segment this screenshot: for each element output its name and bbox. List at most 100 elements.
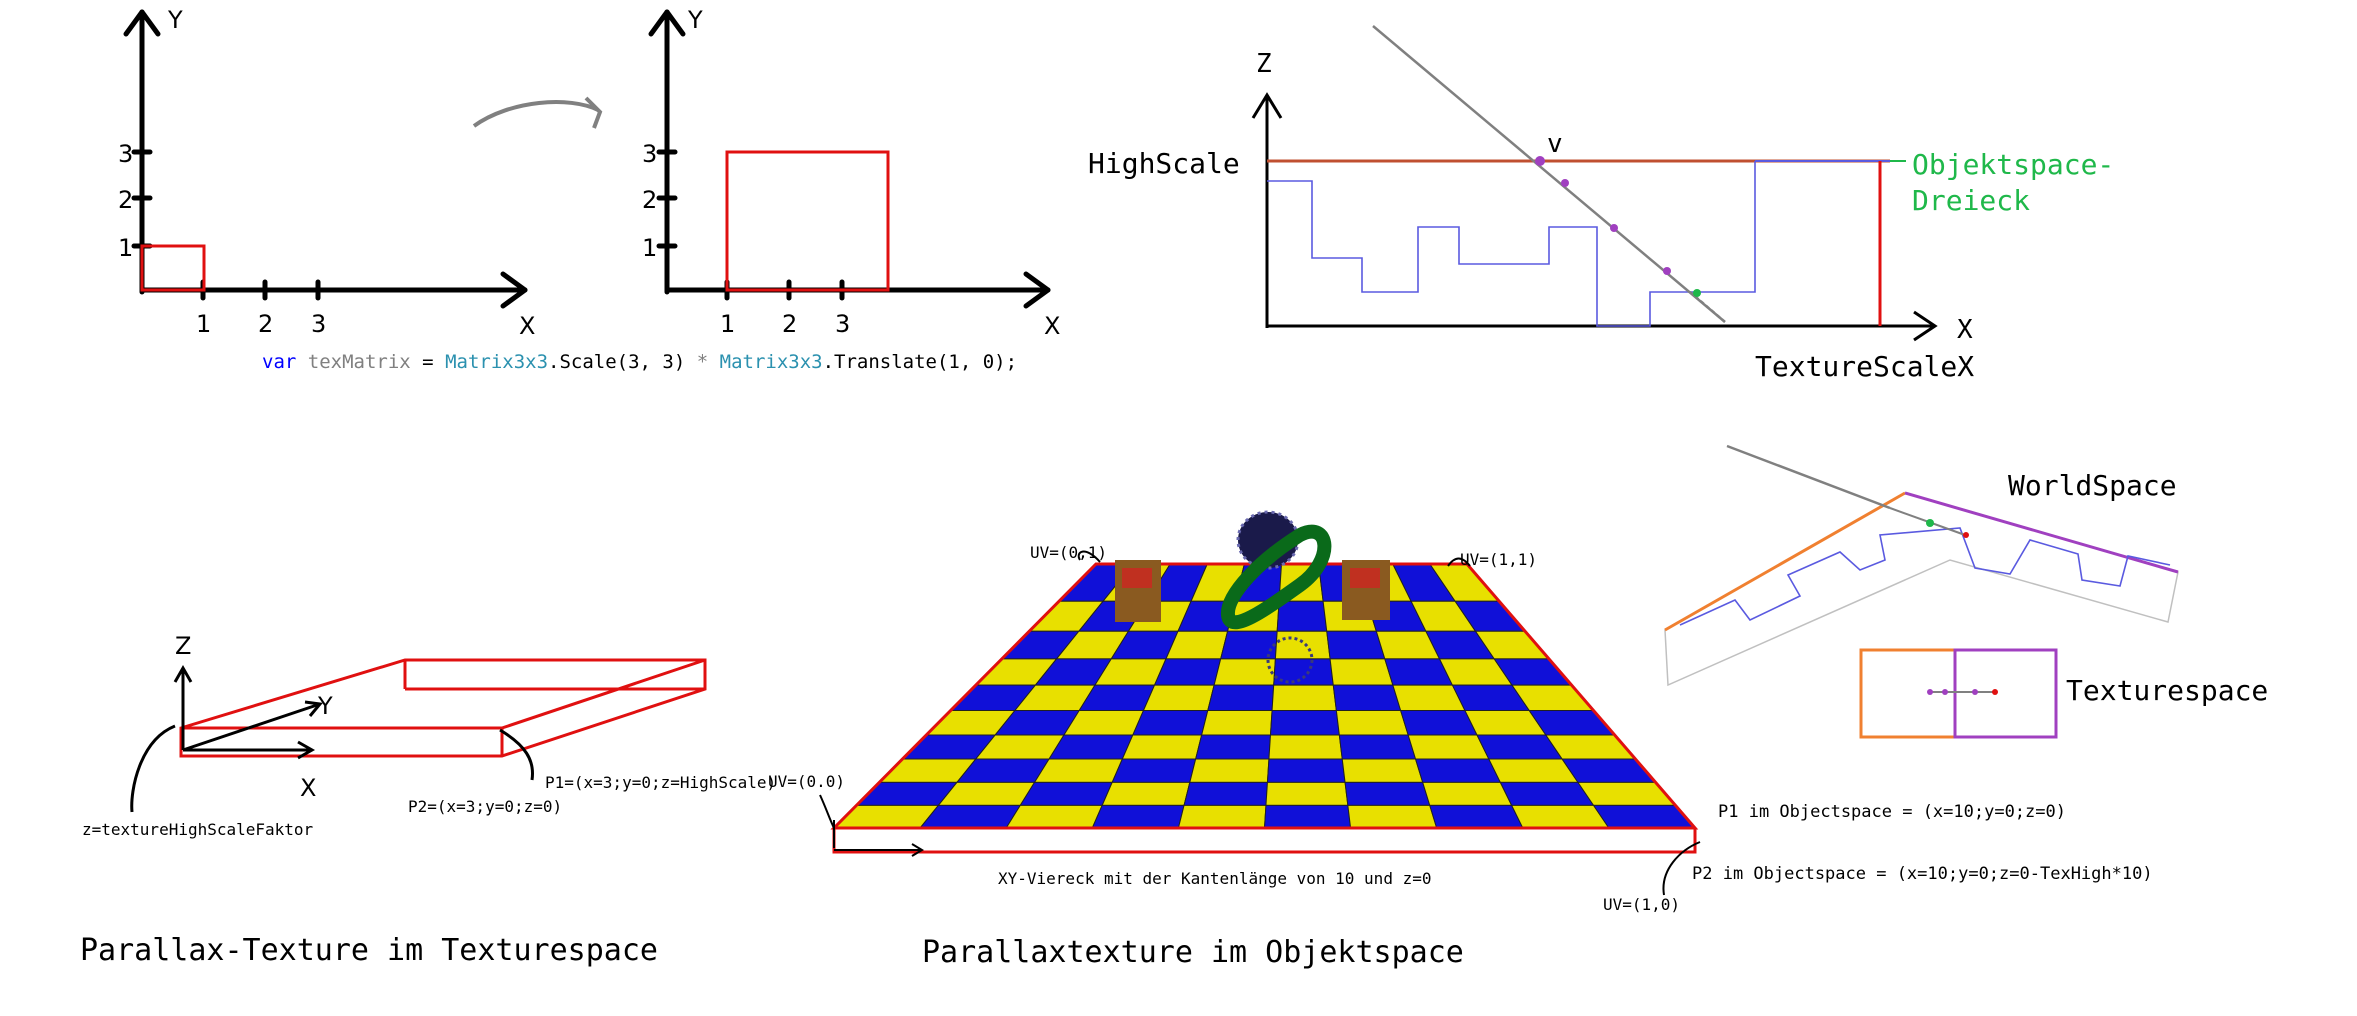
board-tile: [1344, 781, 1431, 806]
highscale-label: HighScale: [1088, 147, 1240, 180]
board-tile: [1033, 758, 1124, 783]
graph2: Y X 1 2 3 1 2 3: [642, 6, 1060, 340]
board-tile: [1335, 709, 1409, 736]
graph1-unit-square: [140, 244, 206, 292]
board-tile: [1544, 734, 1637, 760]
svg-text:P2 im Objectspace = (x=10;y=0;: P2 im Objectspace = (x=10;y=0;z=0-TexHig…: [1692, 864, 2153, 884]
board-tile: [1407, 734, 1490, 760]
board-tile: [1276, 600, 1328, 632]
board-tile: [1268, 734, 1343, 760]
board-tile: [1005, 804, 1103, 829]
board-tile: [1274, 630, 1331, 660]
board-tile: [1195, 734, 1272, 760]
texturespace-title: Parallax-Texture im Texturespace: [80, 933, 658, 968]
board-tile: [1347, 804, 1438, 829]
svg-text:3: 3: [642, 140, 657, 168]
board-tile: [1429, 804, 1524, 829]
checkerboard: [832, 563, 1697, 829]
torus-object: [1221, 524, 1332, 630]
transform-arrow-icon: [472, 96, 603, 129]
graph1-x-label: X: [519, 312, 535, 340]
graph1: Y X 1 2 3 1 2 3: [118, 6, 535, 340]
board-tile: [1499, 781, 1595, 806]
board-tile: [1183, 781, 1268, 806]
svg-text:Z: Z: [1256, 49, 1272, 79]
board-tile: [1326, 630, 1386, 660]
board-tile: [1111, 758, 1197, 783]
svg-text:2: 2: [258, 310, 273, 338]
board-tile: [1422, 781, 1513, 806]
objectspace-profile: Z X v HighScale TextureScaleX Objektspac…: [1088, 25, 2114, 383]
texturespace-purple: [1953, 648, 2058, 739]
svg-text:2: 2: [642, 186, 657, 214]
board-tile: [1273, 658, 1334, 686]
svg-text:X: X: [1044, 312, 1060, 340]
graph1-y-label: Y: [167, 6, 183, 34]
svg-text:1: 1: [720, 310, 735, 338]
graph2-scaled-square: [725, 150, 890, 292]
board-tile: [1207, 684, 1275, 711]
svg-text:UV=(1,1): UV=(1,1): [1460, 550, 1537, 569]
board-tile: [1414, 758, 1502, 783]
texturespace-label: Texturespace: [2066, 674, 2268, 707]
board-tile: [1341, 758, 1424, 783]
board-tile: [1577, 781, 1677, 806]
board-tile: [1142, 684, 1215, 711]
board-tile: [1399, 709, 1478, 736]
tex-matrix-code: var texMatrix = Matrix3x3.Scale(3, 3) * …: [262, 351, 1017, 373]
board-tile: [919, 804, 1022, 829]
board-tile: [1263, 804, 1352, 829]
svg-text:P1 im Objectspace = (x=10;y=0;: P1 im Objectspace = (x=10;y=0;z=0): [1718, 802, 2066, 822]
objectspace-title: Parallaxtexture im Objektspace: [922, 935, 1464, 970]
board-tile: [1121, 734, 1203, 760]
board-tile: [1265, 781, 1349, 806]
texturespace-orange: [1859, 648, 1957, 739]
svg-text:1: 1: [642, 234, 657, 262]
svg-text:UV=(0,1): UV=(0,1): [1030, 543, 1107, 562]
board-tile: [1091, 804, 1185, 829]
board-tile: [1153, 658, 1222, 686]
p2-label: P2=(x=3;y=0;z=0): [408, 797, 562, 816]
board-tile: [1201, 709, 1273, 736]
svg-text:Y: Y: [687, 6, 703, 34]
board-tile: [1332, 684, 1402, 711]
svg-text:XY-Viereck mit der Kantenlänge: XY-Viereck mit der Kantenlänge von 10 un…: [998, 869, 1431, 888]
svg-text:X: X: [300, 774, 316, 802]
z-texture-label: z=textureHighScaleFaktor: [82, 820, 314, 839]
board-tile: [1177, 804, 1267, 829]
worldspace-label: WorldSpace: [2008, 469, 2177, 502]
board-tile: [1329, 658, 1394, 686]
board-tile: [1048, 734, 1134, 760]
board-tile: [1189, 758, 1270, 783]
svg-text:1: 1: [118, 234, 133, 262]
p1-label: P1=(x=3;y=0;z=HighScale): [545, 773, 776, 792]
svg-text:2: 2: [118, 186, 133, 214]
texturespace-slab: Z Y X z=textureHighScaleFaktor P1=(x=3;y…: [80, 632, 776, 968]
board-tile: [1019, 781, 1113, 806]
objectspace-render: UV=(0,1) UV=(1,1) UV=(0.0) UV=(1,0) P1 i…: [768, 510, 2153, 970]
svg-text:2: 2: [782, 310, 797, 338]
svg-text:3: 3: [311, 310, 326, 338]
board-tile: [1101, 781, 1191, 806]
svg-text:3: 3: [835, 310, 850, 338]
svg-text:Dreieck: Dreieck: [1912, 184, 2030, 217]
board-tile: [1213, 658, 1276, 686]
board-tile: [1132, 709, 1209, 736]
svg-text:Z: Z: [175, 632, 191, 660]
svg-text:X: X: [1957, 315, 1973, 345]
board-tile: [1510, 804, 1610, 829]
board-tile: [1561, 758, 1657, 783]
svg-text:3: 3: [118, 140, 133, 168]
worldspace-diagram: WorldSpace Texturespace: [1664, 444, 2268, 739]
board-tile: [1269, 709, 1340, 736]
svg-text:Y: Y: [317, 692, 333, 720]
texscalex-label: TextureScaleX: [1755, 350, 1974, 383]
svg-text:1: 1: [196, 310, 211, 338]
board-tile: [1271, 684, 1337, 711]
board-tile: [1266, 758, 1346, 783]
svg-text:UV=(0.0): UV=(0.0): [768, 772, 845, 791]
svg-text:UV=(1,0): UV=(1,0): [1603, 895, 1680, 914]
svg-text:Objektspace-: Objektspace-: [1912, 148, 2114, 181]
svg-text:v: v: [1547, 129, 1563, 159]
